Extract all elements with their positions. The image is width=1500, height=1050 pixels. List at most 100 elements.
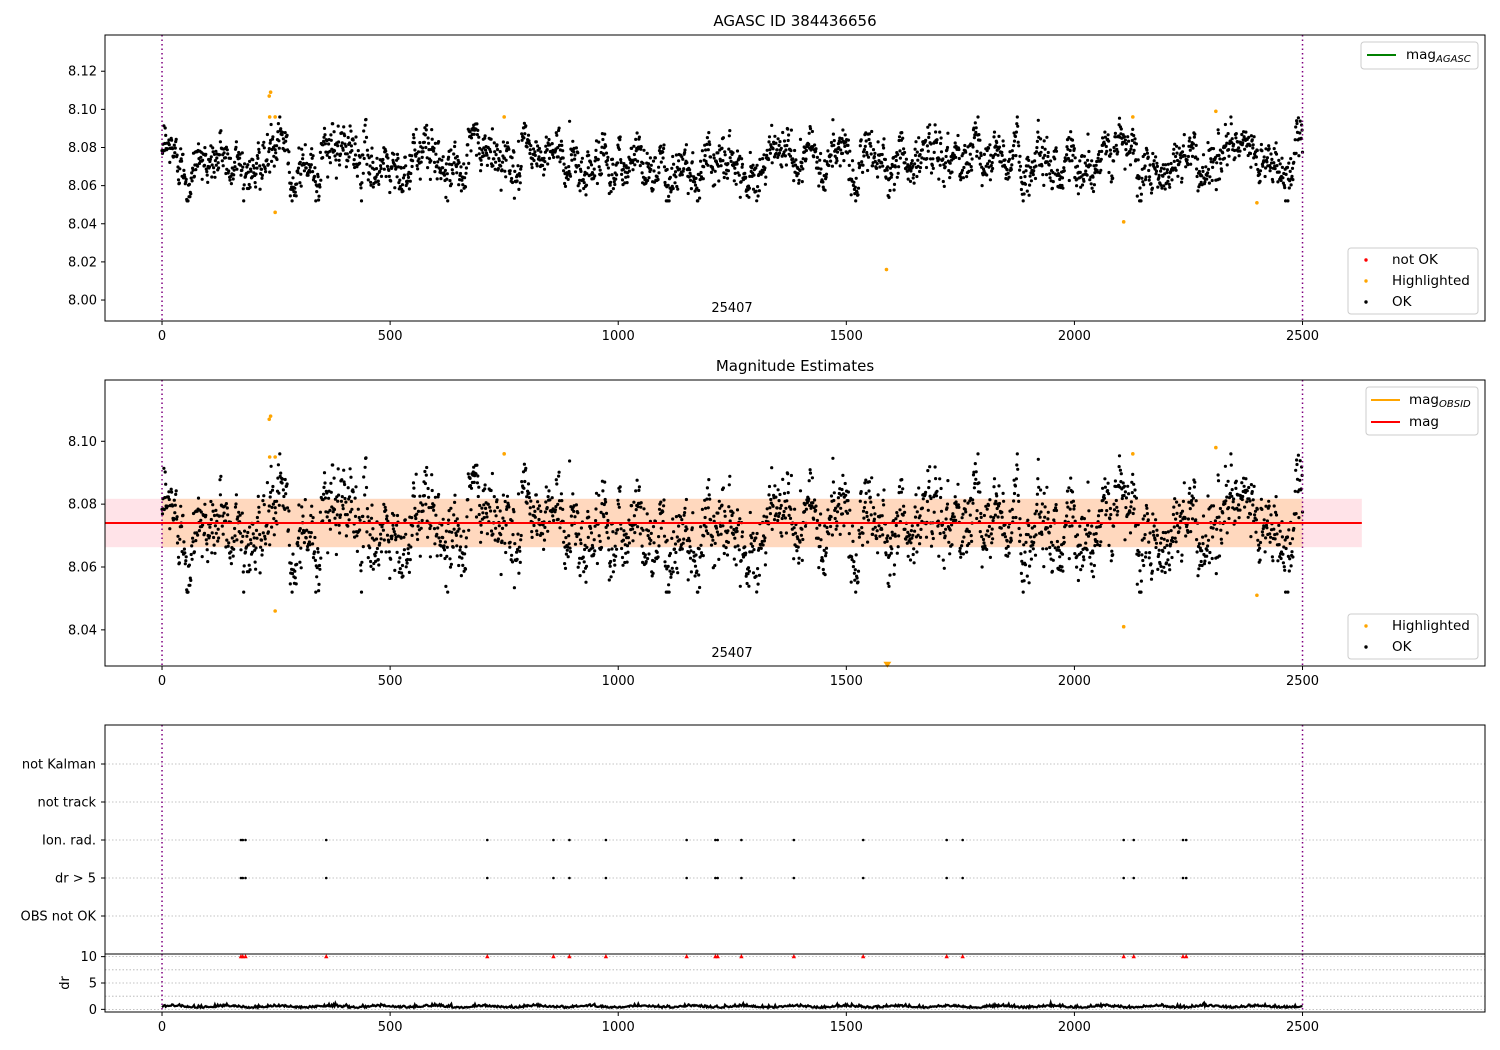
ok-point — [369, 180, 373, 184]
x-tick-label: 2500 — [1286, 329, 1319, 344]
ok-point — [1205, 177, 1209, 181]
ok-point — [1162, 565, 1166, 569]
ok-point — [211, 503, 215, 507]
ok-point — [1165, 543, 1169, 548]
ok-point — [1129, 147, 1133, 151]
ok-point — [541, 523, 545, 527]
ok-point — [897, 165, 901, 169]
ok-point — [757, 573, 762, 577]
ok-point — [825, 160, 829, 164]
ok-point — [321, 156, 325, 160]
ok-point — [1084, 541, 1088, 545]
ok-point — [717, 557, 721, 562]
ok-point — [1270, 157, 1274, 161]
ok-point — [870, 129, 874, 134]
ok-point — [444, 529, 448, 533]
ok-point — [254, 161, 259, 165]
ok-point — [315, 190, 319, 194]
ok-point — [869, 144, 873, 148]
ok-point — [424, 502, 428, 506]
ok-point — [447, 509, 451, 513]
ok-point — [882, 146, 886, 150]
y-tick-label: 8.00 — [68, 294, 97, 309]
ok-point — [1025, 574, 1029, 578]
ok-point — [401, 574, 405, 578]
ok-point — [390, 165, 394, 169]
ok-point — [188, 583, 192, 587]
ok-point — [843, 500, 847, 504]
ok-point — [1034, 509, 1039, 513]
ok-point — [458, 171, 463, 176]
ok-point — [1090, 186, 1094, 190]
ok-point — [313, 180, 317, 184]
ok-point — [283, 507, 287, 511]
ok-point — [1201, 514, 1206, 518]
ok-point — [846, 138, 851, 142]
ok-point — [1175, 151, 1179, 155]
ok-point — [317, 589, 321, 593]
ok-point — [358, 518, 362, 522]
ok-point — [770, 123, 774, 127]
ok-point — [381, 528, 385, 532]
ok-point — [656, 555, 660, 559]
ok-point — [1263, 174, 1267, 179]
ok-point — [876, 175, 880, 179]
ok-point — [243, 162, 247, 166]
ok-point — [675, 535, 679, 539]
ok-point — [253, 560, 257, 564]
ok-point — [1177, 503, 1181, 507]
ok-point — [1283, 186, 1287, 190]
ok-point — [312, 174, 317, 178]
ok-point — [1188, 136, 1192, 140]
ok-point — [395, 175, 399, 179]
ok-point — [322, 126, 327, 130]
ok-point — [633, 163, 637, 167]
ok-point — [678, 538, 682, 542]
ok-point — [733, 171, 737, 175]
ok-point — [162, 507, 166, 512]
ok-point — [275, 157, 279, 162]
ok-point — [646, 534, 650, 538]
ok-point — [841, 473, 845, 477]
ok-point — [948, 528, 952, 532]
ok-point — [970, 168, 974, 172]
ok-point — [1031, 173, 1035, 177]
ok-point — [556, 146, 560, 150]
ok-point — [219, 474, 223, 478]
ok-point — [266, 530, 270, 534]
ok-point — [237, 510, 241, 514]
ok-point — [804, 148, 809, 153]
ok-point — [1055, 168, 1059, 172]
ok-point — [1244, 130, 1248, 134]
ok-point — [532, 523, 536, 528]
ok-point — [772, 155, 777, 159]
ok-point — [218, 140, 222, 144]
ok-point — [172, 517, 176, 521]
ok-point — [881, 533, 885, 537]
ok-point — [1254, 162, 1258, 167]
ok-point — [429, 159, 433, 163]
ok-point — [621, 538, 626, 542]
ok-point — [428, 177, 432, 181]
ok-point — [780, 165, 784, 169]
ok-point — [631, 160, 635, 165]
ok-point — [701, 554, 705, 558]
ok-point — [1114, 135, 1118, 139]
ok-point — [382, 502, 386, 506]
ok-point — [739, 180, 743, 184]
ok-point — [954, 155, 958, 159]
ok-point — [1147, 556, 1151, 560]
ok-point — [881, 143, 885, 147]
ok-point — [974, 470, 978, 474]
ok-point — [563, 181, 567, 186]
ok-point — [1210, 178, 1214, 183]
ok-point — [1155, 164, 1159, 168]
ok-point — [1082, 558, 1086, 562]
ok-point — [635, 131, 639, 135]
ok-point — [264, 542, 268, 546]
ok-point — [419, 526, 423, 530]
ok-point — [751, 163, 755, 167]
ok-point — [931, 536, 935, 541]
ok-point — [916, 158, 920, 162]
x-tick-label: 1500 — [830, 329, 863, 344]
